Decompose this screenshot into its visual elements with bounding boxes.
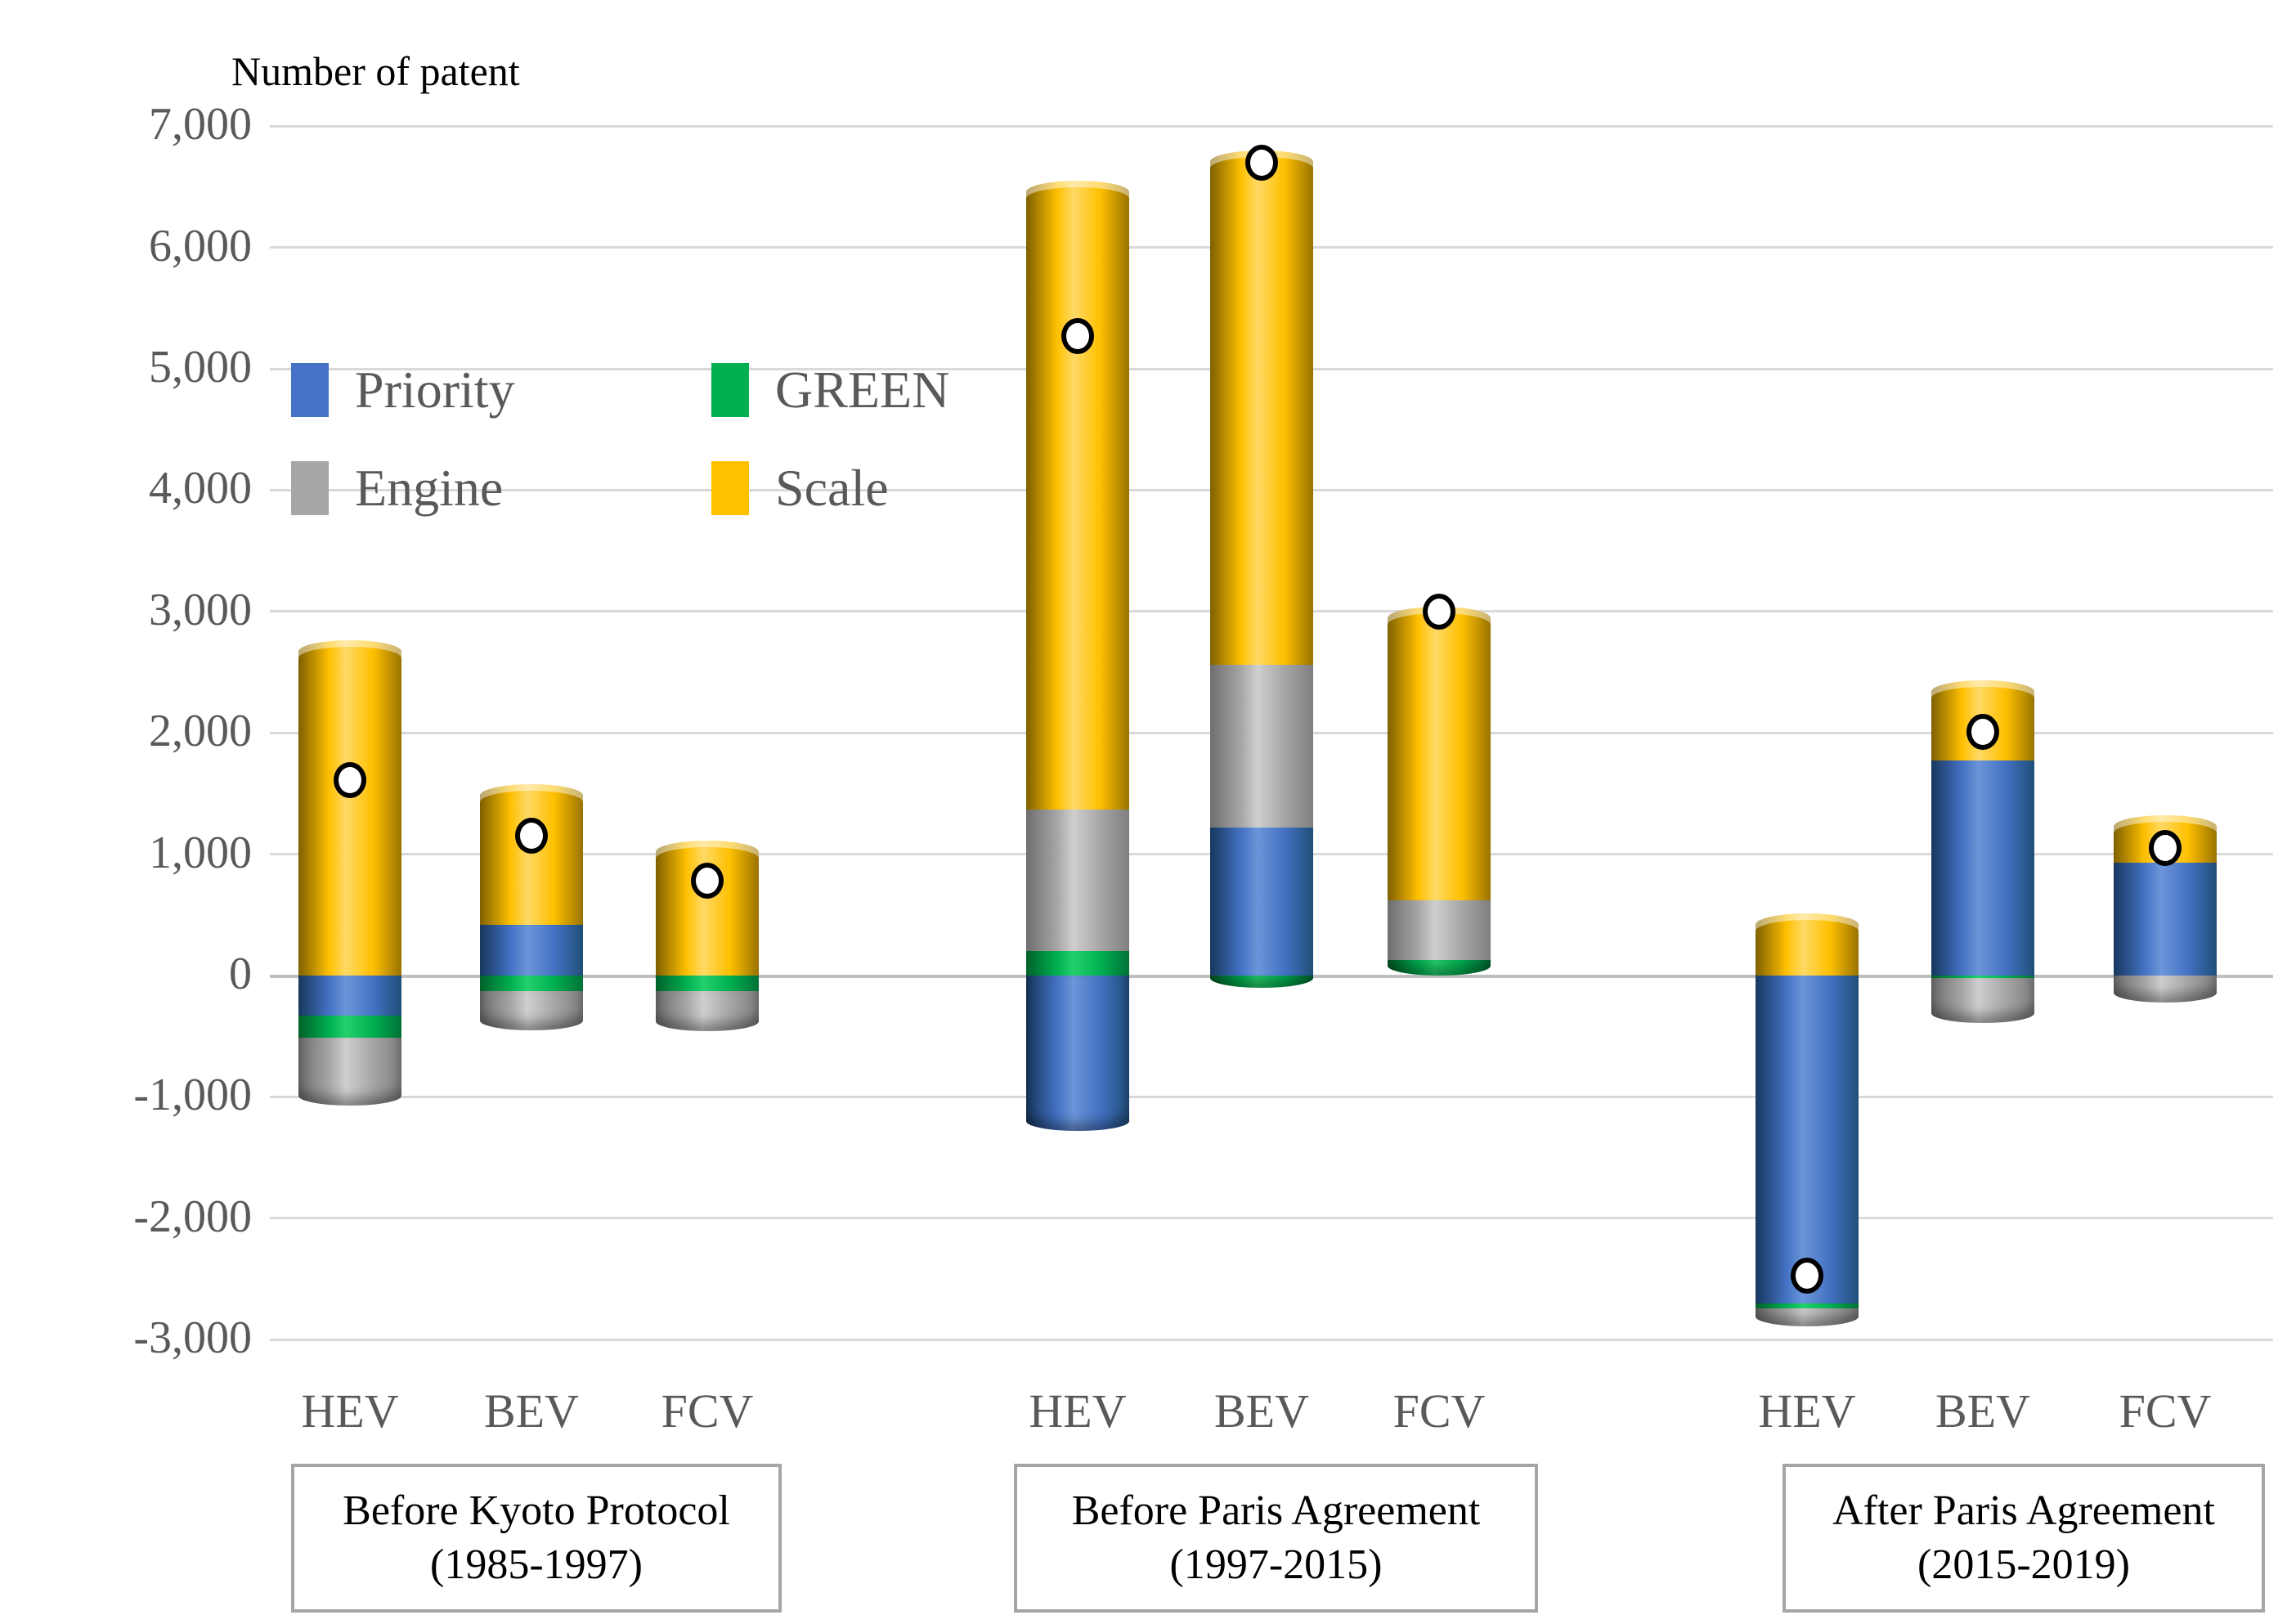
bar-segment-engine-bev-g3 [1931, 977, 2034, 1023]
bar-segment-engine-hev-g3 [1756, 1308, 1859, 1326]
y-axis-tick-label: 0 [229, 949, 252, 999]
bar-segment-priority-hev-g2 [1026, 976, 1129, 1131]
bar-segment-engine-hev-g1 [298, 1037, 401, 1106]
priority-swatch-icon [291, 363, 329, 417]
y-axis-tick-label: 2,000 [149, 706, 252, 757]
bar-segment-engine-fcv-g1 [656, 991, 759, 1032]
bar-segment-engine-fcv-g2 [1388, 899, 1491, 960]
net-total-marker-bev-g1 [515, 818, 548, 855]
y-axis-tick-label: 4,000 [149, 463, 252, 514]
y-axis-tick-label: 6,000 [149, 220, 252, 271]
x-axis-tick-label-hev-g3: HEV [1758, 1384, 1856, 1438]
legend-item-priority: Priority [291, 360, 515, 420]
net-total-marker-fcv-g1 [691, 863, 724, 899]
net-total-marker-hev-g1 [334, 762, 366, 799]
group-label: Before Paris Agreement [1071, 1487, 1481, 1534]
gridline [270, 124, 2273, 128]
x-axis-tick-label-fcv-g3: FCV [2119, 1384, 2212, 1438]
bar-segment-engine-hev-g2 [1026, 809, 1129, 952]
x-axis-tick-label-bev-g1: BEV [484, 1384, 579, 1438]
legend-item-green: GREEN [711, 360, 949, 420]
bar-segment-green-fcv-g2 [1388, 959, 1491, 976]
legend-item-engine: Engine [291, 458, 503, 518]
legend-label: Scale [775, 459, 889, 517]
x-axis-tick-label-fcv-g2: FCV [1392, 1384, 1486, 1438]
gridline [270, 1095, 2273, 1098]
bar-segment-green-bev-g1 [480, 976, 583, 992]
net-total-marker-hev-g3 [1791, 1257, 1823, 1294]
bar-segment-scale-bev-g2 [1210, 150, 1313, 666]
engine-swatch-icon [291, 461, 329, 515]
bar-segment-priority-bev-g3 [1931, 760, 2034, 976]
x-axis-tick-label-bev-g2: BEV [1214, 1384, 1309, 1438]
bar-segment-scale-fcv-g1 [656, 841, 759, 976]
net-total-marker-hev-g2 [1061, 317, 1094, 354]
group-sublabel: (1985-1997) [430, 1541, 643, 1588]
legend-item-scale: Scale [711, 458, 889, 518]
bar-segment-green-hev-g3 [1756, 1303, 1859, 1308]
x-axis-tick-label-hev-g2: HEV [1029, 1384, 1127, 1438]
bar-segment-scale-bev-g1 [480, 783, 583, 925]
x-axis-tick-label-hev-g1: HEV [301, 1384, 399, 1438]
group-label: After Paris Agreement [1832, 1487, 2215, 1534]
green-swatch-icon [711, 363, 749, 417]
x-axis-tick-label-fcv-g1: FCV [661, 1384, 754, 1438]
group-sublabel: (2015-2019) [1917, 1541, 2130, 1588]
y-axis-tick-label: 5,000 [149, 342, 252, 393]
net-total-marker-bev-g2 [1245, 144, 1278, 181]
gridline [270, 1217, 2273, 1220]
legend-label: Priority [355, 361, 515, 419]
net-total-marker-fcv-g3 [2149, 830, 2182, 867]
bar-segment-green-bev-g2 [1210, 976, 1313, 988]
bar-segment-priority-hev-g3 [1756, 976, 1859, 1303]
group-sublabel: (1997-2015) [1169, 1541, 1383, 1588]
gridline [270, 1338, 2273, 1341]
bar-segment-priority-fcv-g3 [2114, 862, 2217, 976]
net-total-marker-fcv-g2 [1423, 593, 1455, 630]
group-label: Before Kyoto Protocol [343, 1487, 730, 1534]
group-label-box-g3: After Paris Agreement (2015-2019) [1783, 1464, 2265, 1613]
x-axis-tick-label-bev-g3: BEV [1935, 1384, 2030, 1438]
legend-label: Engine [355, 459, 504, 517]
bar-segment-priority-bev-g1 [480, 924, 583, 976]
group-label-box-g1: Before Kyoto Protocol (1985-1997) [291, 1464, 782, 1613]
group-label-box-g2: Before Paris Agreement (1997-2015) [1014, 1464, 1538, 1613]
bar-segment-priority-hev-g1 [298, 976, 401, 1016]
bar-segment-scale-hev-g1 [298, 640, 401, 976]
y-axis-tick-label: -1,000 [133, 1070, 252, 1121]
bar-segment-priority-bev-g2 [1210, 827, 1313, 976]
chart-title: Number of patent [231, 48, 520, 94]
y-axis-tick-label: -2,000 [133, 1191, 252, 1242]
y-axis-tick-label: 7,000 [149, 99, 252, 150]
legend-label: GREEN [775, 361, 950, 419]
bar-segment-green-hev-g2 [1026, 951, 1129, 976]
bar-segment-scale-fcv-g2 [1388, 606, 1491, 900]
y-axis-tick-label: -3,000 [133, 1312, 252, 1364]
bar-segment-green-hev-g1 [298, 1015, 401, 1038]
y-axis-tick-label: 3,000 [149, 584, 252, 635]
bar-segment-scale-hev-g3 [1756, 913, 1859, 976]
bar-segment-green-bev-g3 [1931, 976, 2034, 978]
y-axis-tick-label: 1,000 [149, 827, 252, 878]
net-total-marker-bev-g3 [1966, 713, 1999, 750]
bar-segment-engine-bev-g2 [1210, 665, 1313, 828]
bar-segment-engine-fcv-g3 [2114, 976, 2217, 1003]
bar-segment-green-fcv-g1 [656, 976, 759, 992]
bar-segment-engine-bev-g1 [480, 991, 583, 1030]
scale-swatch-icon [711, 461, 749, 515]
bar-segment-scale-hev-g2 [1026, 180, 1129, 810]
